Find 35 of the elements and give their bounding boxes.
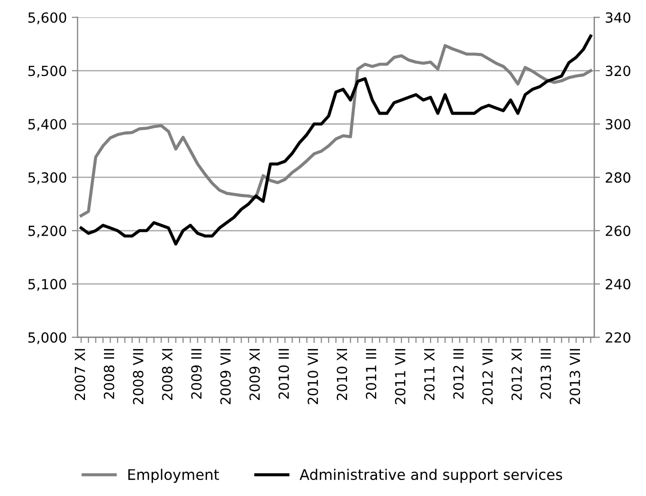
x-tick-label: 2007 XI — [74, 349, 86, 400]
x-tick-label: 2010 VII — [308, 349, 318, 404]
legend-label: Employment — [128, 468, 219, 483]
y2-tick-label: 220 — [606, 332, 630, 343]
y2-tick-label: 240 — [606, 278, 630, 290]
y-tick-label: 5,500 — [28, 66, 66, 78]
y2-tick-label: 300 — [606, 118, 630, 130]
y2-tick-label: 260 — [606, 226, 630, 236]
x-tick-label: 2008 VII — [132, 349, 144, 404]
y-tick-label: 5,100 — [28, 278, 66, 291]
y2-tick-label: 280 — [606, 172, 630, 183]
x-tick-label: 2008 III — [104, 349, 114, 399]
y-tick-label: 5,200 — [28, 226, 66, 238]
x-tick-label: 2013 VII — [570, 349, 580, 404]
x-tick-label: 2012 III — [453, 349, 464, 399]
x-tick-label: 2009 III — [191, 349, 202, 399]
x-tick-label: 2008 XI — [162, 349, 173, 400]
x-tick-label: 2010 III — [278, 349, 289, 399]
x-tick-label: 2012 VII — [482, 349, 493, 404]
y-tick-label: 5,000 — [28, 332, 66, 344]
x-tick-label: 2009 VII — [220, 349, 231, 404]
y-tick-label: 5,300 — [28, 172, 66, 184]
y2-tick-label: 340 — [606, 12, 630, 23]
line-series — [80, 34, 592, 246]
x-tick-label: 2011 III — [366, 349, 376, 399]
x-tick-label: 2013 III — [540, 349, 552, 399]
x-tick-label: 2010 XI — [336, 349, 348, 400]
x-tick-label: 2009 XI — [249, 349, 260, 400]
x-tick-label: 2011 XI — [424, 349, 435, 400]
x-tick-label: 2012 XI — [511, 349, 522, 400]
legend-label: Administrative and support services — [300, 468, 562, 483]
y-tick-label: 5,400 — [28, 118, 66, 131]
y2-tick-label: 320 — [606, 66, 630, 76]
y-tick-label: 5,600 — [28, 12, 66, 24]
x-tick-label: 2011 VII — [394, 349, 406, 404]
